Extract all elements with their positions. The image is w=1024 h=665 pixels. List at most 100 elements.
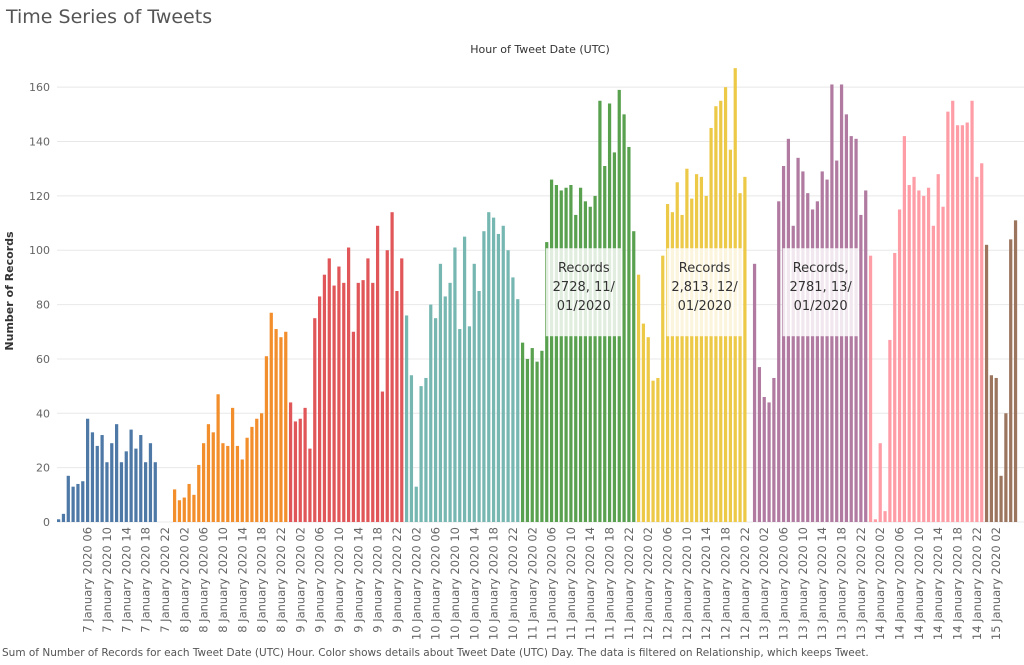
- bar: [482, 231, 486, 522]
- bar: [694, 174, 699, 522]
- bar: [970, 100, 974, 522]
- bar: [699, 176, 704, 523]
- bar: [704, 195, 708, 522]
- bar: [815, 201, 820, 522]
- bar: [57, 519, 61, 522]
- bar: [361, 280, 365, 522]
- bar: [936, 174, 940, 522]
- x-tick-label: 10 January 2020 14: [467, 527, 481, 640]
- bar: [612, 152, 617, 522]
- bar: [516, 299, 520, 522]
- bar: [332, 285, 336, 522]
- x-tick-label: 9 January 2020 22: [390, 527, 404, 633]
- bar: [670, 212, 675, 522]
- bar: [255, 418, 259, 522]
- bar: [375, 225, 380, 522]
- bar: [293, 421, 298, 522]
- bar: [342, 282, 346, 522]
- bar: [685, 168, 689, 522]
- bar: [859, 214, 863, 522]
- bar: [119, 462, 124, 522]
- y-tick-label: 0: [43, 516, 50, 529]
- y-tick-label: 160: [29, 81, 50, 94]
- bar: [878, 443, 882, 522]
- x-tick-label: 10 January 2020 06: [429, 527, 443, 640]
- top-axis-title: Hour of Tweet Date (UTC): [470, 43, 610, 56]
- bar: [143, 462, 148, 522]
- x-tick-label: 8 January 2020 10: [216, 527, 230, 633]
- bar: [738, 193, 742, 522]
- x-tick-label: 8 January 2020 22: [274, 527, 288, 633]
- bar: [182, 497, 186, 522]
- y-tick-label: 60: [36, 353, 50, 366]
- bar: [192, 494, 196, 522]
- bar: [105, 462, 109, 522]
- bar: [627, 146, 631, 522]
- bar: [395, 291, 399, 522]
- x-tick-label: 8 January 2020 14: [235, 527, 249, 633]
- time-series-chart: 0 20 40 60 80 100 120 140 160 Number of Records Ho…: [3, 43, 1024, 640]
- bar: [134, 448, 138, 522]
- x-tick-label: 14 January 2020 10: [912, 527, 926, 640]
- bar: [743, 176, 747, 523]
- bar: [221, 443, 225, 522]
- bar: [810, 209, 815, 522]
- x-tick-label: 12 January 2020 02: [641, 527, 655, 640]
- bar: [999, 475, 1003, 522]
- x-tick-label: 11 January 2020 06: [545, 527, 559, 640]
- bar: [632, 231, 636, 522]
- bar: [274, 329, 278, 522]
- bar: [530, 348, 534, 522]
- bar: [545, 242, 549, 522]
- bar: [501, 225, 505, 522]
- x-tick-label: 13 January 2020 10: [796, 527, 810, 640]
- bar: [197, 464, 201, 522]
- bar: [303, 407, 307, 522]
- bar: [477, 291, 481, 522]
- annotation-box: [782, 248, 859, 337]
- annotation-text: Records: [558, 261, 610, 276]
- bar: [511, 277, 515, 522]
- x-tick-label: 7 January 2020 22: [158, 527, 172, 633]
- bar: [115, 424, 119, 522]
- x-tick-label: 13 January 2020 14: [815, 527, 829, 640]
- bar: [288, 402, 293, 522]
- bar: [438, 263, 443, 522]
- bar: [593, 195, 597, 522]
- x-tick-label: 14 January 2020 14: [931, 527, 945, 640]
- x-tick-label: 11 January 2020 02: [525, 527, 539, 640]
- bar: [86, 418, 90, 522]
- bar: [989, 375, 993, 522]
- bar: [240, 459, 244, 522]
- bar: [462, 236, 467, 522]
- bar: [897, 209, 902, 522]
- bar: [419, 386, 423, 522]
- bar: [636, 274, 641, 522]
- x-tick-label: 10 January 2020 18: [487, 527, 501, 640]
- bar: [230, 407, 235, 522]
- bar: [264, 356, 269, 522]
- x-tick-label: 11 January 2020 10: [564, 527, 578, 640]
- bar: [187, 483, 191, 522]
- x-tick-label: 7 January 2020 18: [139, 527, 153, 633]
- bar: [424, 377, 428, 522]
- chart-caption: Sum of Number of Records for each Tweet …: [2, 647, 869, 659]
- bar: [458, 329, 462, 522]
- bar: [404, 315, 409, 522]
- bar: [385, 250, 389, 523]
- bar: [308, 448, 312, 522]
- bar: [955, 125, 960, 522]
- bar: [496, 233, 501, 522]
- bar: [868, 255, 873, 523]
- x-tick-label: 9 January 2020 06: [313, 527, 327, 633]
- bar: [926, 187, 931, 523]
- bar: [337, 266, 341, 522]
- bar: [893, 252, 897, 522]
- bar: [583, 201, 588, 522]
- bar: [883, 511, 887, 522]
- bar: [661, 255, 665, 523]
- bar: [491, 217, 496, 522]
- bar: [216, 394, 220, 522]
- bar: [467, 326, 472, 522]
- annotation-text: Records: [679, 261, 731, 276]
